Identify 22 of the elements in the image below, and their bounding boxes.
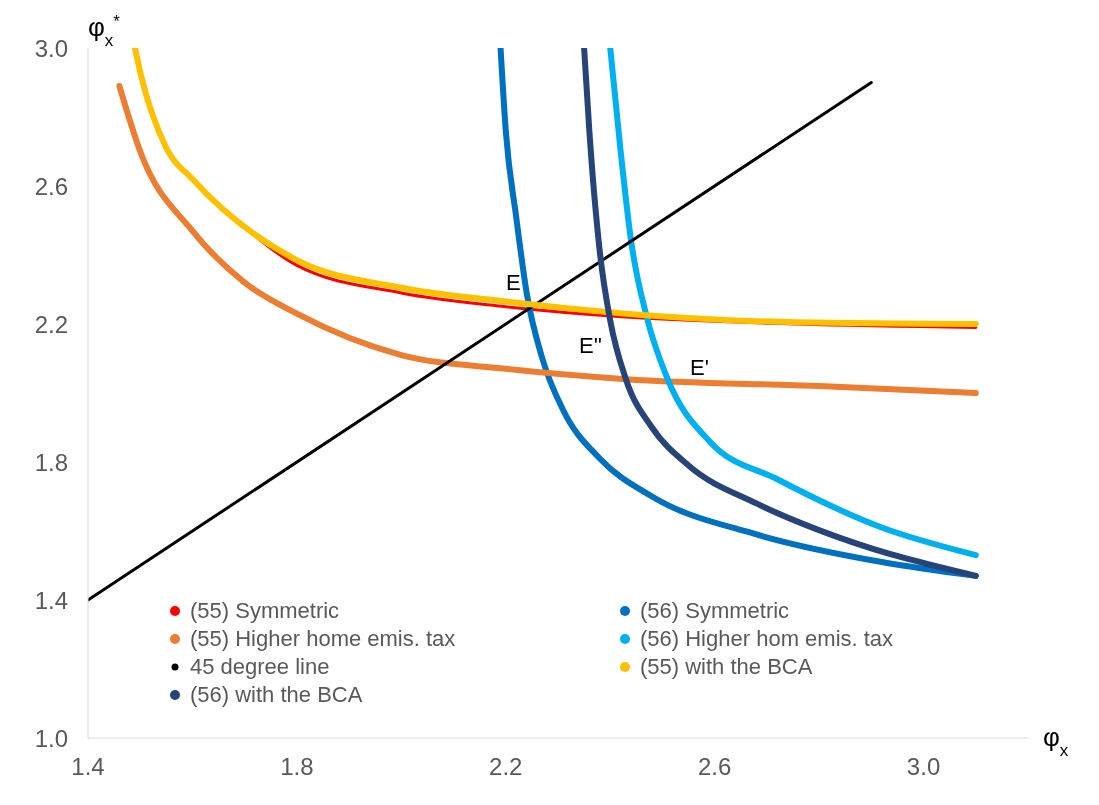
legend-label: 45 degree line [190,654,330,680]
legend-label: (56) with the BCA [190,682,363,708]
x-tick-label: 1.4 [71,753,105,781]
legend-label: (56) Higher hom emis. tax [640,626,894,652]
x-axis-title: φ$_{x}$ [1043,722,1069,760]
y-tick-label: 3.0 [34,34,68,62]
legend-label: (55) with the BCA [640,654,813,680]
annotation: E [506,270,521,296]
legend-label: (55) Higher home emis. tax [190,626,456,652]
annotation: E' [690,355,709,381]
x-tick-label: 3.0 [906,753,941,781]
x-tick-label: 2.6 [697,753,732,781]
x-tick-label: 1.8 [280,753,314,781]
y-tick-label: 2.6 [34,172,68,200]
legend-label: (56) Symmetric [640,598,790,624]
y-tick-label: 1.4 [34,586,68,614]
annotation: E'' [579,333,603,359]
legend-label: (55) Symmetric [190,598,340,624]
y-tick-label: 1.8 [34,448,68,476]
x-tick-label: 2.2 [489,753,523,781]
y-tick-label: 1.0 [34,724,68,752]
y-tick-label: 2.2 [34,310,68,338]
